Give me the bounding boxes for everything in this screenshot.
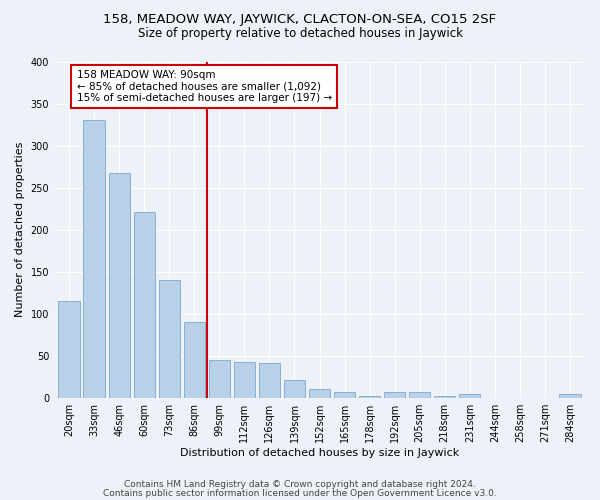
Text: Contains public sector information licensed under the Open Government Licence v3: Contains public sector information licen… — [103, 488, 497, 498]
Bar — [58, 301, 80, 398]
Bar — [259, 363, 280, 398]
Bar — [459, 394, 481, 398]
Bar — [384, 392, 406, 398]
Bar — [83, 120, 105, 398]
X-axis label: Distribution of detached houses by size in Jaywick: Distribution of detached houses by size … — [180, 448, 459, 458]
Bar — [284, 380, 305, 398]
Bar — [409, 392, 430, 398]
Bar — [109, 174, 130, 398]
Bar — [559, 394, 581, 398]
Bar — [309, 390, 330, 398]
Text: Contains HM Land Registry data © Crown copyright and database right 2024.: Contains HM Land Registry data © Crown c… — [124, 480, 476, 489]
Text: 158 MEADOW WAY: 90sqm
← 85% of detached houses are smaller (1,092)
15% of semi-d: 158 MEADOW WAY: 90sqm ← 85% of detached … — [77, 70, 332, 103]
Bar — [158, 280, 180, 398]
Bar — [184, 322, 205, 398]
Y-axis label: Number of detached properties: Number of detached properties — [15, 142, 25, 318]
Bar — [134, 212, 155, 398]
Bar — [434, 396, 455, 398]
Bar — [209, 360, 230, 398]
Bar — [234, 362, 255, 398]
Text: Size of property relative to detached houses in Jaywick: Size of property relative to detached ho… — [137, 28, 463, 40]
Text: 158, MEADOW WAY, JAYWICK, CLACTON-ON-SEA, CO15 2SF: 158, MEADOW WAY, JAYWICK, CLACTON-ON-SEA… — [103, 12, 497, 26]
Bar — [334, 392, 355, 398]
Bar — [359, 396, 380, 398]
